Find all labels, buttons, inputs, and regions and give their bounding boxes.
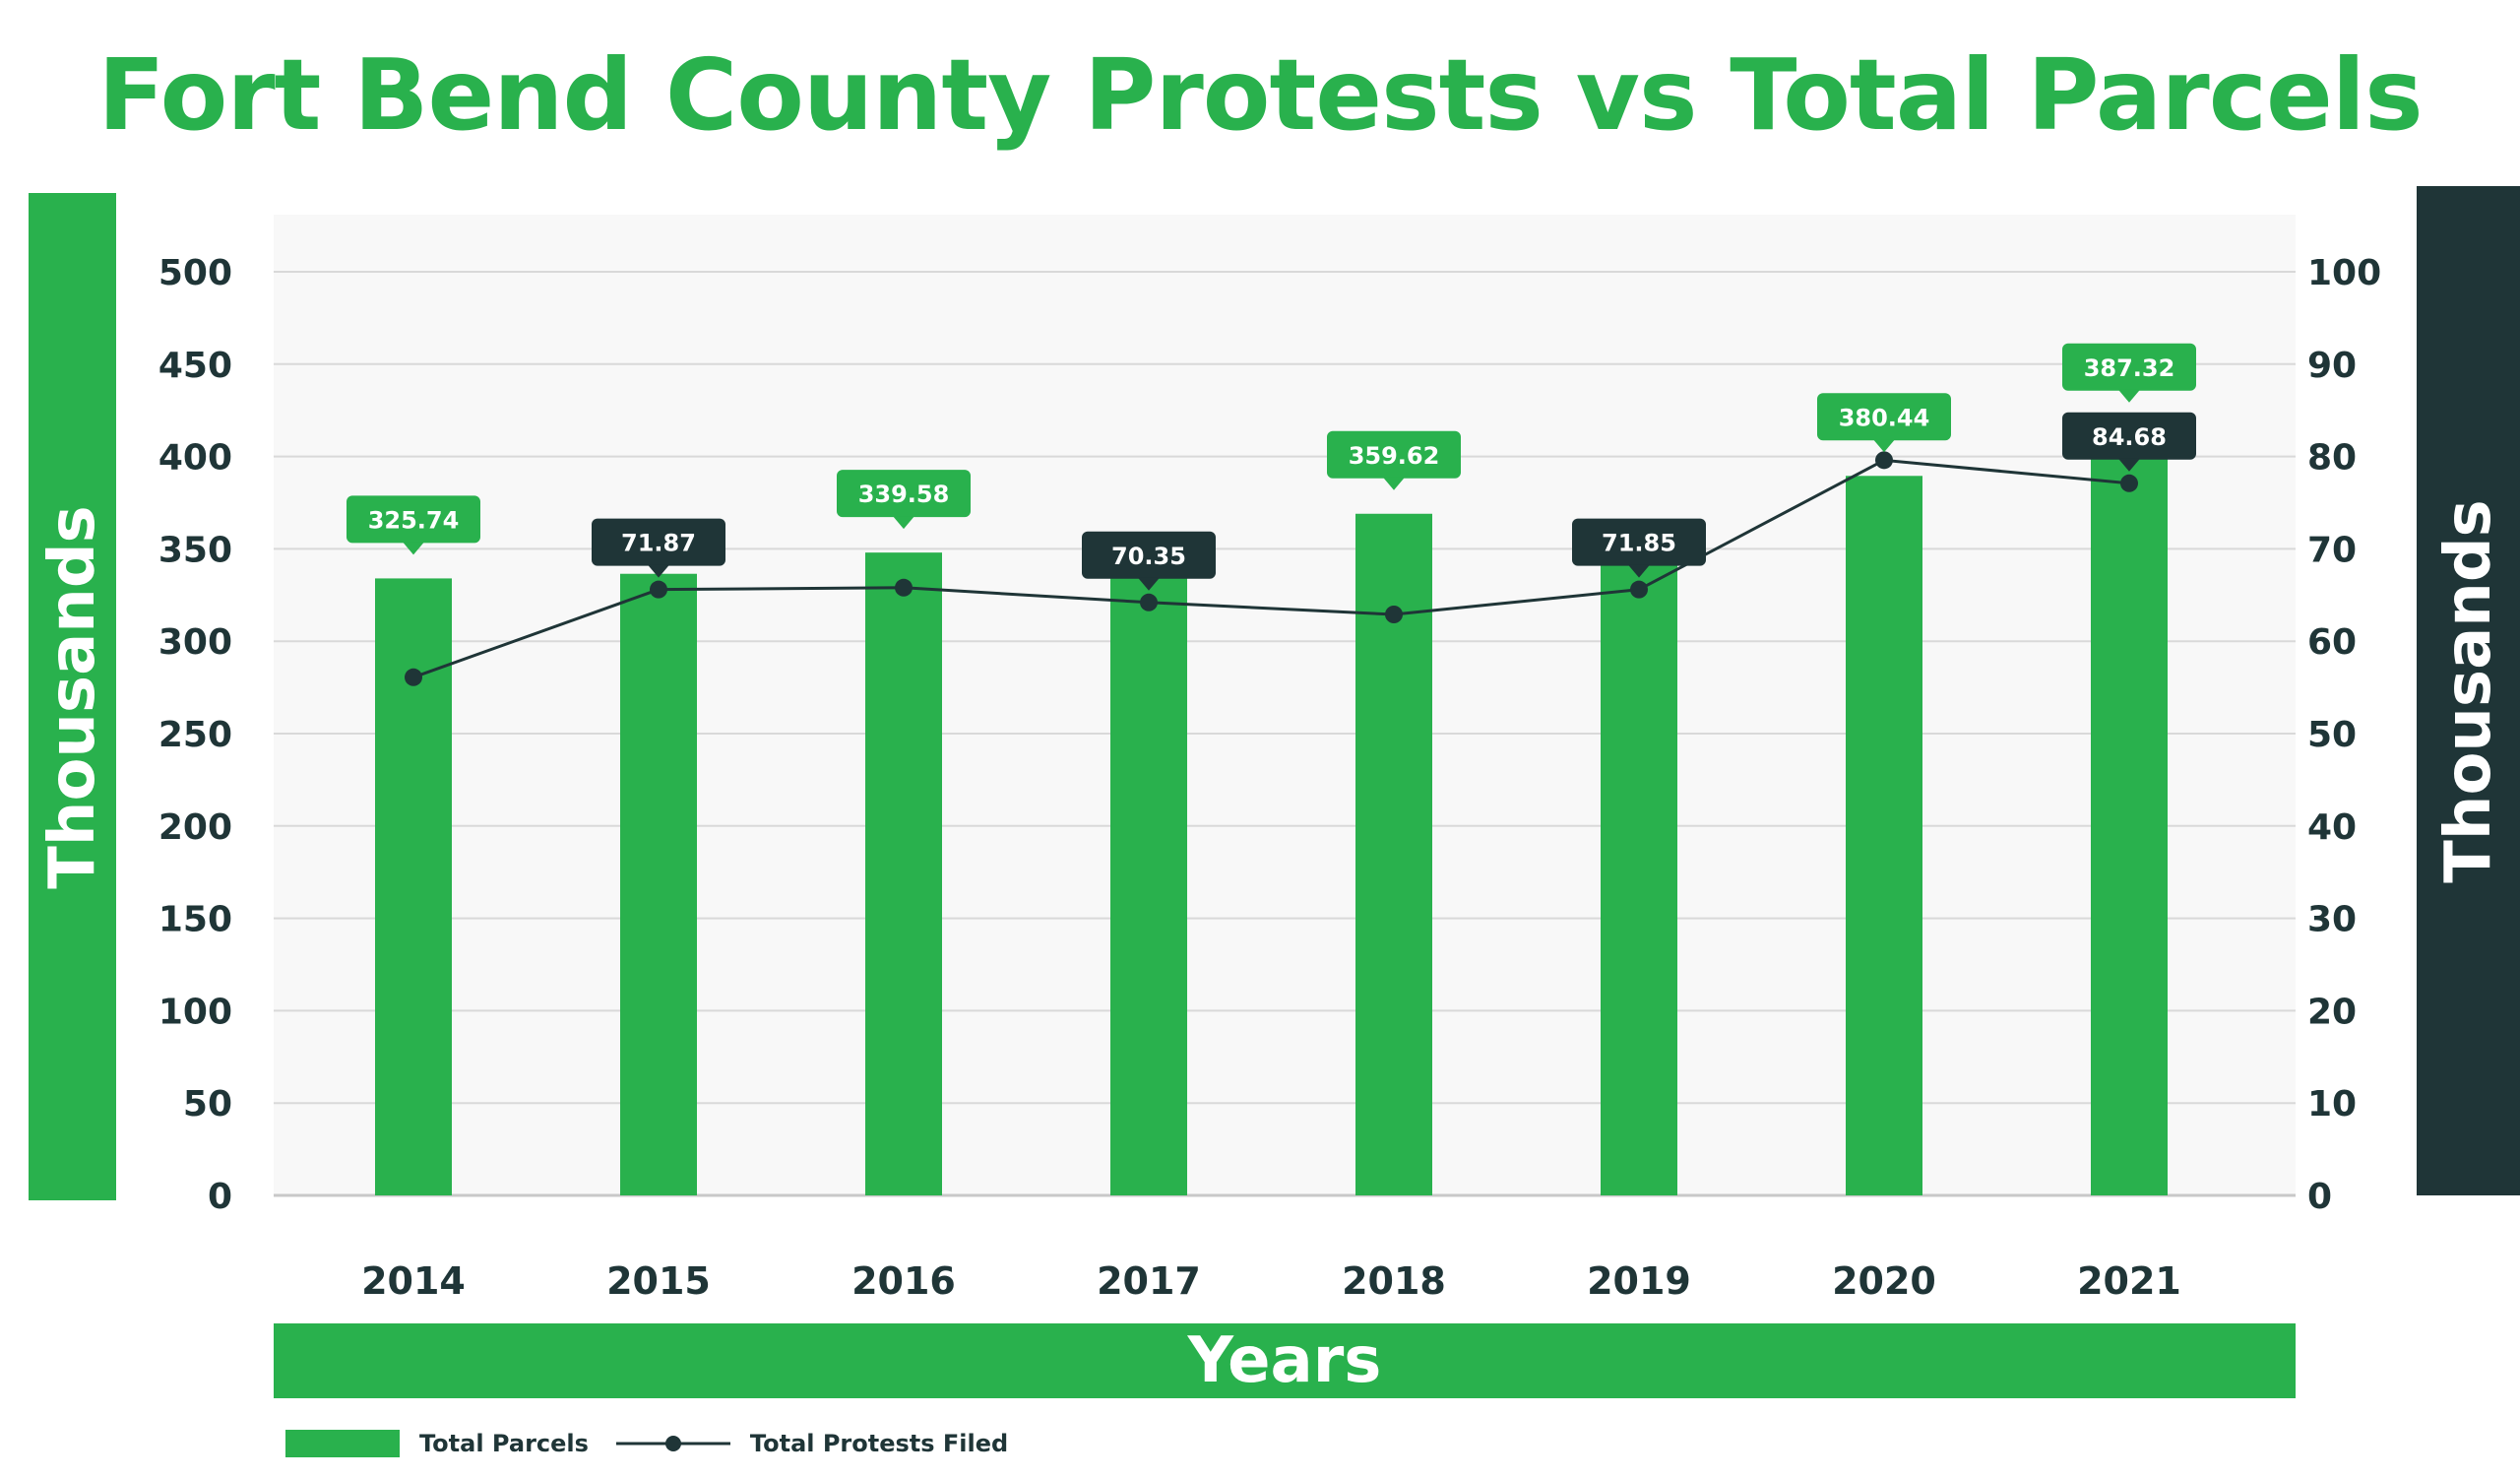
right-y-tick-label: 90	[2307, 346, 2357, 386]
bar-data-label-pointer	[893, 516, 914, 530]
right-y-tick-label: 0	[2307, 1177, 2332, 1217]
line-data-label-box	[1572, 518, 1706, 566]
line-data-label-box	[2062, 412, 2196, 460]
right-y-tick-label: 80	[2307, 438, 2357, 479]
legend-item-total-parcels: Total Parcels	[285, 1430, 589, 1457]
x-tick-label: 2016	[851, 1259, 956, 1303]
line-point	[1385, 605, 1403, 623]
line-data-label-pointer	[648, 564, 669, 578]
plot-background	[274, 215, 2296, 1195]
line-data-label: 71.85	[1602, 530, 1676, 557]
x-tick-label: 2019	[1587, 1259, 1691, 1303]
line-point	[1875, 451, 1893, 470]
legend-swatch-line	[615, 1436, 730, 1451]
bar-data-label-pointer	[2118, 389, 2140, 403]
x-tick-label: 2015	[606, 1259, 711, 1303]
bar-data-label-box	[837, 470, 971, 518]
bar	[2091, 437, 2168, 1196]
line-data-label: 71.87	[621, 530, 696, 557]
line-point	[2120, 474, 2138, 492]
line-data-label-pointer	[1138, 577, 1160, 591]
line-data-label: 84.68	[2092, 423, 2167, 451]
legend-swatch-bar	[285, 1430, 400, 1457]
x-tick-label: 2017	[1097, 1259, 1201, 1303]
line-point	[650, 580, 667, 599]
right-y-tick-label: 100	[2307, 253, 2381, 293]
bar	[620, 573, 697, 1195]
left-y-tick-label: 400	[158, 438, 232, 479]
legend-label-total-parcels: Total Parcels	[419, 1430, 589, 1457]
left-y-tick-label: 100	[158, 992, 232, 1032]
left-y-tick-label: 150	[158, 900, 232, 940]
bar-data-label-box	[2062, 343, 2196, 391]
bar-data-label-box	[1817, 393, 1951, 441]
series-line	[412, 458, 2130, 679]
left-y-tick-label: 250	[158, 715, 232, 755]
x-axis-label-band: Years	[274, 1323, 2296, 1398]
left-y-tick-label: 500	[158, 253, 232, 293]
right-y-axis-label-band: Thousands	[2417, 186, 2520, 1195]
bar-data-label: 387.32	[2084, 354, 2175, 382]
left-y-tick-label: 50	[183, 1084, 232, 1125]
bar-data-label: 325.74	[368, 506, 460, 534]
line-point	[405, 668, 422, 686]
bar	[1846, 476, 1922, 1196]
line-data-label: 70.35	[1111, 543, 1186, 570]
x-axis-label: Years	[1187, 1324, 1382, 1397]
right-y-tick-label: 10	[2307, 1084, 2357, 1125]
right-y-tick-label: 70	[2307, 530, 2357, 570]
legend-item-total-protests: Total Protests Filed	[615, 1430, 1009, 1457]
right-y-tick-label: 40	[2307, 807, 2357, 848]
left-y-tick-label: 350	[158, 530, 232, 570]
bar	[1110, 555, 1187, 1195]
bar-data-label-pointer	[1873, 439, 1895, 453]
line-point	[895, 578, 913, 597]
bar-data-label-box	[1327, 430, 1461, 479]
line-data-label-pointer	[1628, 564, 1650, 578]
line-data-label-box	[592, 518, 725, 566]
line-data-label-pointer	[2118, 458, 2140, 472]
x-tick-label: 2018	[1342, 1259, 1446, 1303]
bar-data-label: 380.44	[1839, 404, 1930, 431]
right-y-tick-label: 30	[2307, 900, 2357, 940]
bar-data-label: 359.62	[1349, 442, 1440, 470]
right-y-tick-label: 50	[2307, 715, 2357, 755]
line-data-label-box	[1082, 531, 1216, 579]
left-y-tick-label: 0	[208, 1177, 232, 1217]
bar-data-label: 339.58	[858, 481, 950, 508]
x-tick-label: 2014	[361, 1259, 466, 1303]
left-y-tick-label: 450	[158, 346, 232, 386]
right-y-tick-label: 60	[2307, 622, 2357, 663]
chart-title: Fort Bend County Protests vs Total Parce…	[97, 37, 2423, 153]
legend: Total Parcels Total Protests Filed	[285, 1424, 1008, 1463]
bar	[865, 552, 942, 1195]
x-tick-label: 2021	[2077, 1259, 2181, 1303]
left-y-tick-label: 300	[158, 622, 232, 663]
bar-data-label-box	[346, 495, 480, 544]
bar-data-label-pointer	[403, 542, 424, 555]
left-y-tick-label: 200	[158, 807, 232, 848]
line-point	[1630, 580, 1648, 599]
bar-data-label-pointer	[1383, 477, 1405, 490]
line-point	[1140, 593, 1158, 611]
legend-label-total-protests: Total Protests Filed	[749, 1430, 1009, 1457]
left-y-axis-label-band: Thousands	[29, 193, 116, 1200]
bar	[1601, 552, 1677, 1195]
x-tick-label: 2020	[1832, 1259, 1936, 1303]
bar	[1355, 513, 1432, 1195]
right-y-tick-label: 20	[2307, 992, 2357, 1032]
